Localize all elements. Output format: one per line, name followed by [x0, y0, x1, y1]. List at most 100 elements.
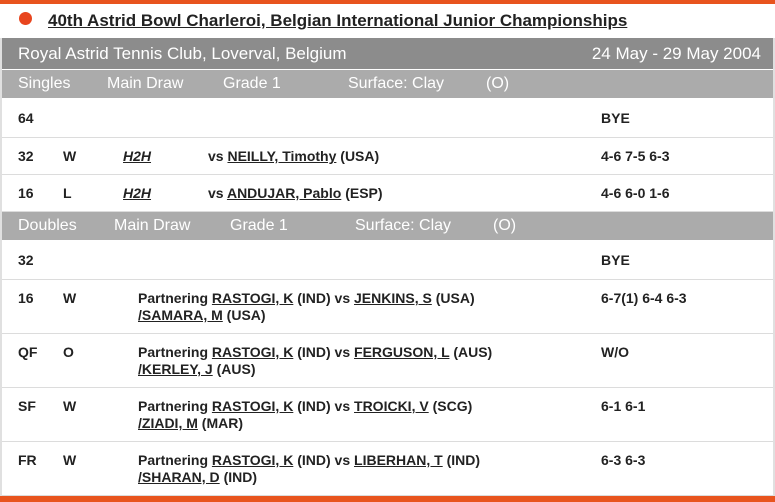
match-row: 32 BYE	[2, 242, 773, 280]
match-row: 16 L 4-6 6-0 1-6 H2H vs ANDUJAR, Pablo (ESP)	[2, 175, 773, 212]
player-link[interactable]: LIBERHAN, T	[354, 452, 443, 468]
country: (USA)	[226, 307, 266, 323]
player-link[interactable]: JENKINS, S	[354, 290, 432, 306]
section-label: Grade 1	[223, 75, 281, 92]
country: (IND)	[223, 469, 257, 485]
player-link[interactable]: /KERLEY, J	[138, 361, 213, 377]
round: SF	[18, 398, 36, 414]
title[interactable]: 40th Astrid Bowl Charleroi, Belgian Inte…	[48, 11, 628, 30]
score: 6-1 6-1	[601, 398, 646, 414]
section-label: Doubles	[18, 217, 77, 234]
player-link[interactable]: TROICKI, V	[354, 398, 429, 414]
player-link[interactable]: ANDUJAR, Pablo	[226, 185, 342, 201]
country: (MAR)	[201, 415, 243, 431]
section-label: Singles	[18, 75, 71, 92]
partnering: Partnering	[138, 290, 209, 306]
partnering: Partnering	[138, 344, 209, 360]
partner-country: (IND)	[297, 398, 331, 414]
match-row: 16 W 6-7(1) 6-4 6-3 Partnering RASTOGI, K (…	[2, 280, 773, 334]
round: 16	[18, 290, 34, 306]
round: 32	[18, 148, 34, 164]
partner-line: Partnering RASTOGI, K (IND) vs FERGUSON,…	[138, 344, 492, 360]
player-link[interactable]: RASTOGI, K	[211, 452, 294, 468]
country1: (AUS)	[453, 344, 493, 360]
match-row: FR W 6-3 6-3 Partnering RASTOGI, K (IND) vs…	[2, 442, 773, 496]
partner-country: (IND)	[297, 452, 331, 468]
section-label: (O)	[486, 75, 510, 92]
score: 6-3 6-3	[601, 452, 646, 468]
partner-line: Partnering RASTOGI, K (IND) vs TROICKI, …	[138, 398, 472, 414]
round: 32	[18, 252, 34, 268]
country: (AUS)	[216, 361, 256, 377]
round: 64	[18, 110, 34, 126]
top-bar	[0, 0, 775, 4]
round: 16	[18, 185, 34, 201]
bullet	[19, 12, 32, 25]
score: 4-6 7-5 6-3	[601, 148, 670, 164]
player-link[interactable]: RASTOGI, K	[211, 398, 294, 414]
dates: 24 May - 29 May 2004	[591, 44, 761, 63]
score: 4-6 6-0 1-6	[601, 185, 670, 201]
section-label: (O)	[493, 217, 517, 234]
player-link[interactable]: /ZIADI, M	[138, 415, 198, 431]
country1: (SCG)	[432, 398, 473, 414]
bottom-bar	[0, 496, 775, 502]
section-header: Singles Main Draw Grade 1 Surface: Clay (O)	[2, 70, 773, 98]
country1: (USA)	[435, 290, 475, 306]
section-header: Doubles Main Draw Grade 1 Surface: Clay (O)	[2, 212, 773, 240]
h2h-link[interactable]: H2H	[123, 185, 152, 201]
player-link[interactable]: /SHARAN, D	[138, 469, 220, 485]
section-label: Main Draw	[114, 217, 191, 234]
vs: vs	[208, 148, 224, 164]
match-row: 64 BYE	[2, 100, 773, 138]
partner-country: (IND)	[297, 290, 331, 306]
score: BYE	[601, 252, 630, 268]
round: QF	[18, 344, 38, 360]
country: (ESP)	[345, 185, 383, 201]
player-link[interactable]: /SAMARA, M	[138, 307, 223, 323]
score: W/O	[601, 344, 629, 360]
match-row: SF W 6-1 6-1 Partnering RASTOGI, K (IND) vs…	[2, 388, 773, 442]
right-border	[773, 38, 775, 496]
partner-line-2: /SHARAN, D (IND)	[138, 469, 257, 485]
partner-line-2: /ZIADI, M (MAR)	[138, 415, 243, 431]
vs: vs	[208, 185, 224, 201]
partner-line-2: /KERLEY, J (AUS)	[138, 361, 255, 377]
section-label: Surface: Clay	[355, 217, 452, 234]
partner-line: Partnering RASTOGI, K (IND) vs LIBERHAN,…	[138, 452, 480, 468]
player-link[interactable]: NEILLY, Timothy	[227, 148, 337, 164]
partner-country: (IND)	[297, 344, 331, 360]
partnering: Partnering	[138, 452, 209, 468]
venue-bar: Royal Astrid Tennis Club, Loverval, Belg…	[2, 38, 773, 69]
vs: vs	[334, 452, 351, 468]
section-label: Main Draw	[107, 75, 184, 92]
player-link[interactable]: RASTOGI, K	[211, 290, 294, 306]
result: W	[63, 148, 77, 164]
vs: vs	[334, 398, 351, 414]
vs: vs	[334, 344, 351, 360]
left-border	[0, 38, 2, 496]
h2h-link[interactable]: H2H	[123, 148, 152, 164]
result: W	[63, 398, 77, 414]
score: BYE	[601, 110, 630, 126]
result: W	[63, 452, 77, 468]
opponent-line: vs NEILLY, Timothy (USA)	[208, 148, 379, 164]
partner-line-2: /SAMARA, M (USA)	[138, 307, 266, 323]
match-row: QF O W/O Partnering RASTOGI, K (IND) vs FER…	[2, 334, 773, 388]
section-label: Surface: Clay	[348, 75, 445, 92]
vs: vs	[334, 290, 351, 306]
match-row: 32 W 4-6 7-5 6-3 H2H vs NEILLY, Timothy (USA…	[2, 138, 773, 175]
opponent-line: vs ANDUJAR, Pablo (ESP)	[208, 185, 383, 201]
result: O	[63, 344, 74, 360]
country: (USA)	[340, 148, 380, 164]
section-label: Grade 1	[230, 217, 288, 234]
venue: Royal Astrid Tennis Club, Loverval, Belg…	[18, 44, 347, 63]
partner-line: Partnering RASTOGI, K (IND) vs JENKINS, …	[138, 290, 475, 306]
result: L	[63, 185, 72, 201]
partnering: Partnering	[138, 398, 209, 414]
player-link[interactable]: RASTOGI, K	[211, 344, 294, 360]
score: 6-7(1) 6-4 6-3	[601, 290, 687, 306]
player-link[interactable]: FERGUSON, L	[354, 344, 450, 360]
round: FR	[18, 452, 37, 468]
